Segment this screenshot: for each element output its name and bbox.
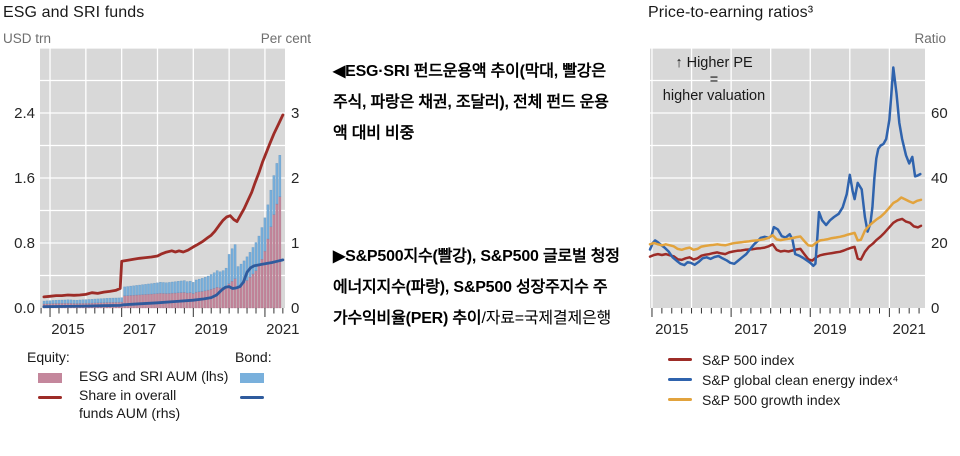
series-line-0 — [42, 113, 285, 299]
esg-legend-bond-header: Bond: — [235, 349, 272, 365]
svg-text:1: 1 — [291, 235, 299, 252]
pe-higher-valuation-annotation: ↑ Higher PE = higher valuation — [651, 55, 777, 105]
svg-text:40: 40 — [931, 170, 948, 187]
bond-aum-swatch-icon — [240, 373, 264, 383]
right-axis-labels: 0 20 40 60 — [931, 105, 948, 317]
pe-right-axis-unit: Ratio — [914, 31, 946, 46]
pe-chart-canvas: 2015 2017 2019 2021 0 20 40 60 — [648, 47, 948, 338]
svg-text:0.8: 0.8 — [14, 235, 35, 252]
svg-text:2015: 2015 — [655, 321, 688, 338]
pe-legend-sp500-label: S&P 500 index — [702, 352, 795, 368]
esg-chart-title: ESG and SRI funds — [3, 4, 145, 21]
svg-text:20: 20 — [931, 235, 948, 252]
pe-annotation-line1: ▶S&P500지수(빨강), S&P500 글로벌 청정 — [333, 248, 620, 265]
growth-line-swatch-icon — [668, 398, 692, 401]
right-axis-labels: 0 1 2 3 — [291, 105, 299, 317]
x-axis-ticks — [651, 308, 920, 317]
left-axis-labels: 0.0 0.8 1.6 2.4 — [14, 105, 35, 317]
esg-chart-canvas: 2015 2017 2019 2021 0.0 0.8 1.6 2.4 0 1 2 3 — [14, 47, 300, 338]
pe-annotation-line2: 에너지지수(파랑), S&P500 성장주지수 주 — [333, 279, 608, 296]
svg-text:2021: 2021 — [266, 321, 299, 338]
svg-text:0.0: 0.0 — [14, 300, 35, 317]
svg-text:2019: 2019 — [195, 321, 228, 338]
esg-annotation: ◀ESG·SRI 펀드운용액 추이(막대, 빨강은 주식, 파랑은 채권, 조달… — [333, 56, 637, 149]
horizontal-gridlines — [40, 47, 285, 277]
equals-line: = — [709, 71, 719, 88]
svg-text:2015: 2015 — [51, 321, 84, 338]
esg-annotation-line2: 주식, 파랑은 채권, 조달러), 전체 펀드 운용 — [333, 94, 609, 111]
sp500-line-swatch-icon — [668, 358, 692, 361]
svg-text:2.4: 2.4 — [14, 105, 35, 122]
pe-annotation-source: /자료=국제결제은행 — [481, 310, 612, 327]
pe-annotation-line3: 가수익비율(PER) 추이 — [333, 310, 482, 327]
series-line-1 — [42, 258, 285, 309]
higher-pe-line: ↑ Higher PE — [675, 55, 753, 71]
svg-text:0: 0 — [291, 300, 299, 317]
svg-text:0: 0 — [931, 300, 939, 317]
esg-annotation-line1: ◀ESG·SRI 펀드운용액 추이(막대, 빨강은 — [333, 63, 606, 80]
svg-text:60: 60 — [931, 105, 948, 122]
esg-legend-equity-header: Equity: — [27, 349, 70, 365]
series-line-0 — [648, 217, 923, 262]
esg-legend-aum-label: ESG and SRI AUM (lhs) — [79, 368, 229, 384]
equity-aum-swatch-icon — [38, 373, 62, 383]
equity-share-line-swatch-icon — [38, 396, 62, 399]
bond-share-line-swatch-icon — [240, 396, 264, 399]
clean-energy-line-swatch-icon — [668, 378, 692, 381]
x-axis-ticks — [40, 308, 284, 317]
esg-right-axis-unit: Per cent — [260, 31, 311, 46]
esg-annotation-line3: 액 대비 비중 — [333, 125, 415, 142]
svg-text:2019: 2019 — [813, 321, 846, 338]
svg-text:2017: 2017 — [734, 321, 767, 338]
esg-left-axis-unit: USD trn — [3, 31, 52, 46]
bond-bars — [42, 155, 282, 305]
pe-legend-growth-label: S&P 500 growth index — [702, 392, 841, 408]
x-axis-labels: 2015 2017 2019 2021 — [51, 321, 299, 338]
esg-legend-share-label-line2: funds AUM (rhs) — [79, 405, 181, 421]
x-axis-labels: 2015 2017 2019 2021 — [655, 321, 926, 338]
pe-legend-clean-energy-label: S&P global clean energy index⁴ — [702, 372, 899, 388]
svg-text:2021: 2021 — [892, 321, 925, 338]
pe-chart-title: Price-to-earning ratios³ — [648, 4, 814, 21]
vertical-gridlines — [651, 48, 891, 308]
svg-text:2017: 2017 — [123, 321, 156, 338]
pe-annotation: ▶S&P500지수(빨강), S&P500 글로벌 청정 에너지지수(파랑), … — [333, 241, 637, 334]
svg-text:3: 3 — [291, 105, 299, 122]
series-line-2 — [648, 196, 923, 252]
svg-text:2: 2 — [291, 170, 299, 187]
higher-valuation-line: higher valuation — [662, 88, 766, 104]
series-line-1 — [648, 66, 922, 268]
svg-text:1.6: 1.6 — [14, 170, 35, 187]
esg-legend-share-label-line1: Share in overall — [79, 387, 177, 403]
